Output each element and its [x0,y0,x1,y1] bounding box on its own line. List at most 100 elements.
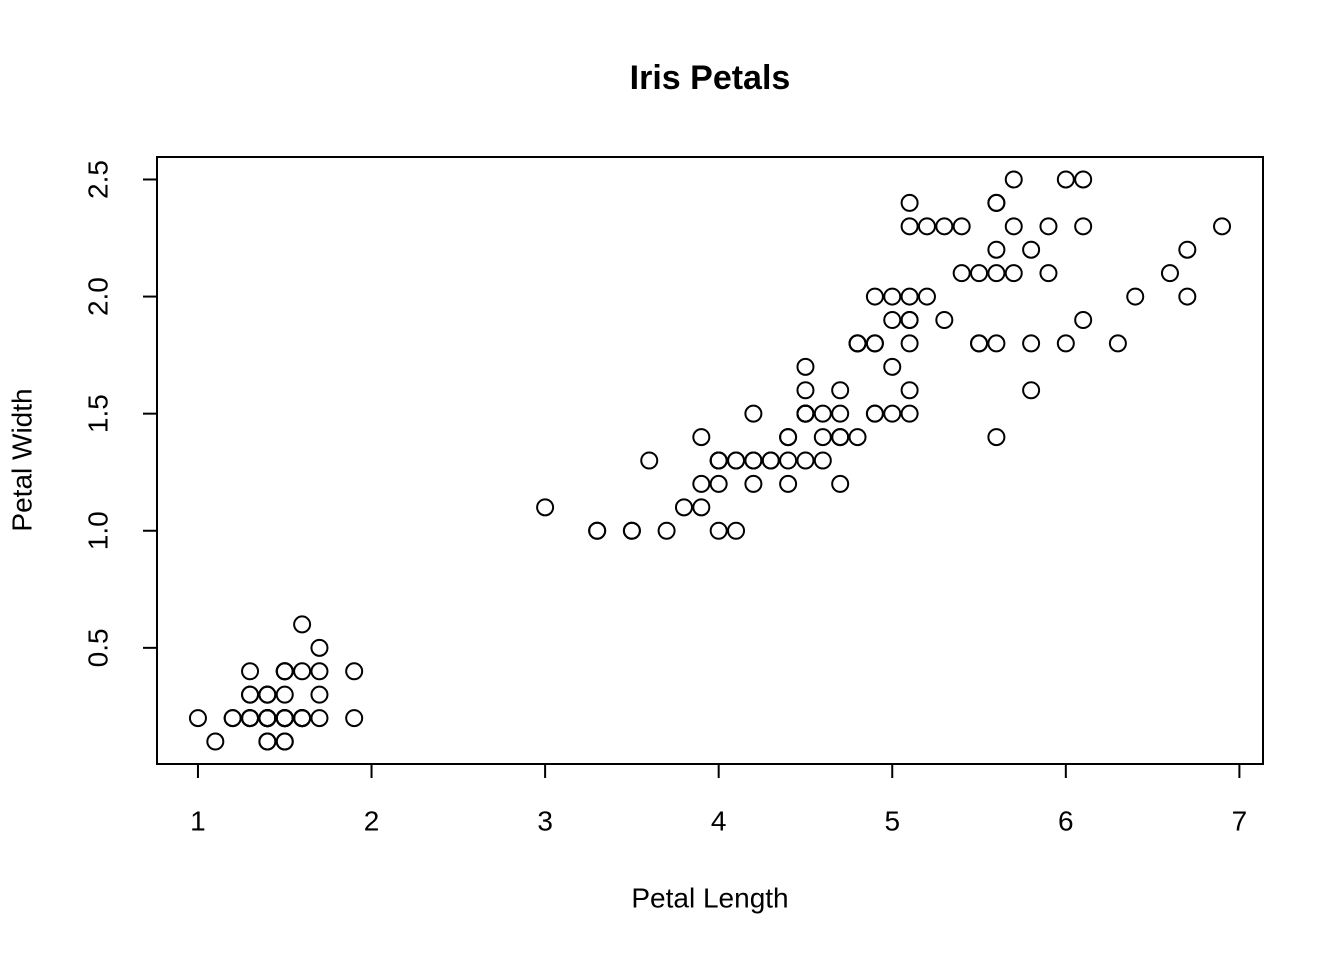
point [1056,334,1075,353]
point [883,310,902,329]
point [1004,264,1023,283]
chart-title: Iris Petals [630,59,791,97]
point [796,381,815,400]
point [1126,287,1145,306]
point [709,474,728,493]
point [692,498,711,517]
point [900,381,919,400]
point [883,357,902,376]
point [1004,170,1023,189]
point [987,240,1006,259]
point [796,404,815,423]
point [293,615,312,634]
point [709,521,728,540]
point [310,638,329,657]
point [310,709,329,728]
y-tick-label: 1.0 [82,511,113,550]
point [761,451,780,470]
point [258,732,277,751]
plot-frame [156,156,1264,765]
point [258,709,277,728]
point [640,451,659,470]
point [657,521,676,540]
point [744,451,763,470]
point [813,404,832,423]
y-tick-label: 2.0 [82,277,113,316]
point [813,451,832,470]
point [831,428,850,447]
point [1056,170,1075,189]
point [241,685,260,704]
y-tick-label: 0.5 [82,628,113,667]
point [1108,334,1127,353]
point [188,709,207,728]
point [987,264,1006,283]
point [709,451,728,470]
point [1022,381,1041,400]
point [831,381,850,400]
point [1074,217,1093,236]
point [241,709,260,728]
point [779,474,798,493]
point [727,521,746,540]
point [1178,240,1197,259]
point [865,404,884,423]
x-tick-label: 4 [711,805,727,836]
point [935,310,954,329]
point [275,662,294,681]
point [917,217,936,236]
x-tick-label: 5 [884,805,900,836]
point [275,685,294,704]
point [900,193,919,212]
point [796,357,815,376]
point [293,662,312,681]
point [744,474,763,493]
point [1039,264,1058,283]
point [883,404,902,423]
point [952,217,971,236]
point [223,709,242,728]
point [900,334,919,353]
point [865,287,884,306]
point [970,264,989,283]
point [935,217,954,236]
point [692,428,711,447]
x-tick-label: 1 [190,805,206,836]
point [1074,170,1093,189]
point [692,474,711,493]
point [796,451,815,470]
point [779,428,798,447]
point [831,474,850,493]
point [970,334,989,353]
point [1178,287,1197,306]
x-tick-label: 7 [1232,805,1248,836]
point [241,662,260,681]
point [1213,217,1232,236]
point [727,451,746,470]
point [900,287,919,306]
point [1022,240,1041,259]
x-tick-label: 6 [1058,805,1074,836]
point [1022,334,1041,353]
point [622,521,641,540]
point [779,451,798,470]
point [744,404,763,423]
point [258,685,277,704]
y-tick-label: 2.5 [82,160,113,199]
point [900,404,919,423]
point [536,498,555,517]
point [813,428,832,447]
point [674,498,693,517]
point [310,685,329,704]
point [1039,217,1058,236]
x-axis-label: Petal Length [631,882,788,913]
point [987,193,1006,212]
point [987,428,1006,447]
point [987,334,1006,353]
point [865,334,884,353]
point [310,662,329,681]
point [1004,217,1023,236]
point [848,334,867,353]
point [917,287,936,306]
